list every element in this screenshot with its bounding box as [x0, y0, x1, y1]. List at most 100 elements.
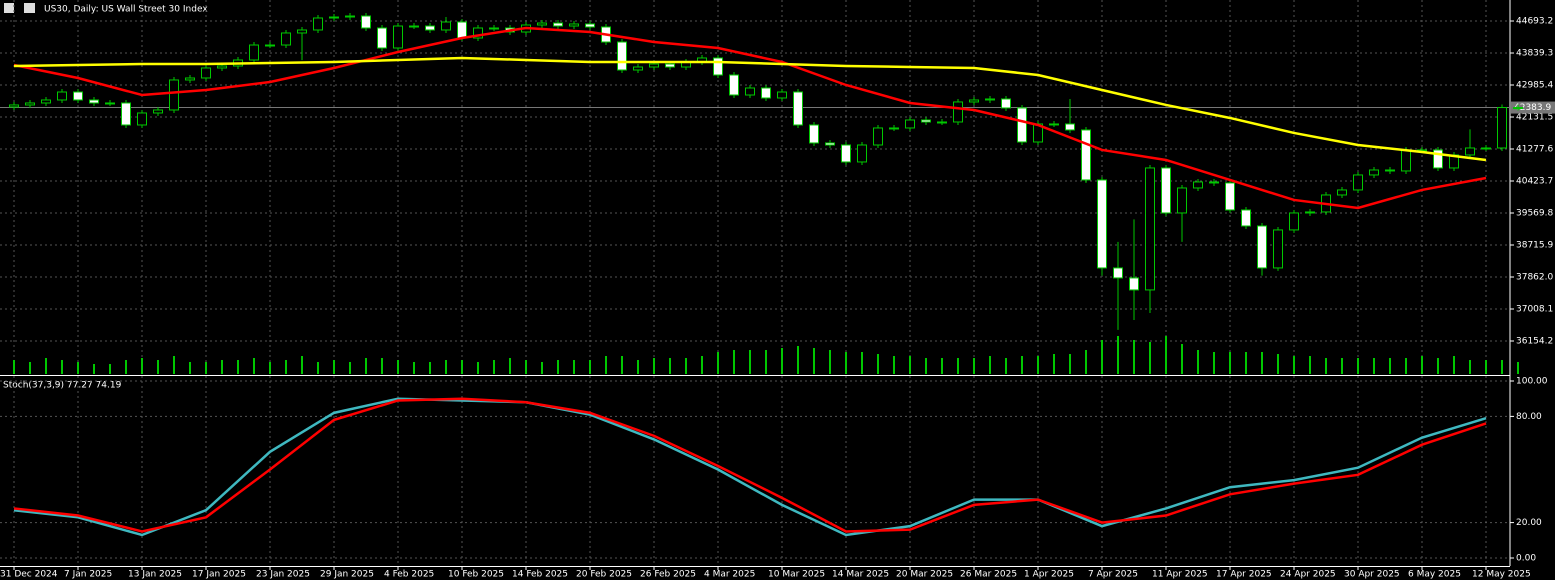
last-price-label: 42383.9 — [1514, 103, 1551, 113]
y-tick-label: 80.00 — [1516, 412, 1542, 422]
candle-body — [1241, 209, 1251, 227]
y-tick-label: 37862.0 — [1516, 273, 1553, 283]
candle-body — [745, 87, 755, 96]
candle-body — [1465, 147, 1475, 156]
candle-body — [937, 121, 947, 124]
candle-body — [1481, 147, 1491, 150]
candle-body — [1161, 167, 1171, 214]
candle-body — [153, 109, 163, 114]
x-tick-label: 11 Apr 2025 — [1152, 570, 1208, 580]
candle-body — [489, 27, 499, 30]
candle-body — [553, 22, 563, 27]
candle-body — [953, 101, 963, 123]
x-tick-label: 1 Apr 2025 — [1024, 570, 1074, 580]
candle-body — [1145, 167, 1155, 291]
candle-body — [793, 91, 803, 126]
x-tick-label: 30 Apr 2025 — [1344, 570, 1400, 580]
x-tick-label: 7 Jan 2025 — [64, 570, 112, 580]
candle-body — [393, 25, 403, 49]
candle-body — [1065, 123, 1075, 131]
x-tick-label: 20 Feb 2025 — [576, 570, 632, 580]
x-tick-label: 12 May 2025 — [1472, 570, 1531, 580]
candle-body — [1513, 107, 1523, 110]
y-tick-label: 36154.2 — [1516, 337, 1553, 347]
last-price-box — [1511, 101, 1555, 114]
candle-body — [281, 32, 291, 46]
candle-body — [457, 21, 467, 39]
candle-body — [1001, 98, 1011, 109]
moving-average — [13, 26, 1487, 210]
y-tick-label: 44693.2 — [1516, 17, 1553, 27]
candle-body — [297, 29, 307, 34]
candle-body — [1369, 169, 1379, 176]
candle-body — [761, 87, 771, 99]
y-tick-label: 40423.7 — [1516, 177, 1553, 187]
candle-body — [921, 119, 931, 123]
moving-average — [13, 56, 1487, 162]
candle-body — [201, 67, 211, 79]
candle-body — [1177, 187, 1187, 214]
x-tick-label: 10 Feb 2025 — [448, 570, 504, 580]
candle-body — [1385, 169, 1395, 172]
candle-body — [57, 91, 67, 101]
candle-body — [313, 17, 323, 31]
candle-body — [9, 104, 19, 108]
x-tick-label: 4 Mar 2025 — [704, 570, 755, 580]
candle-body — [1097, 179, 1107, 269]
candle-body — [1081, 129, 1091, 181]
candle-body — [649, 63, 659, 68]
candle-body — [1353, 174, 1363, 191]
candle-body — [105, 102, 115, 105]
candle-body — [857, 144, 867, 163]
window-icons — [4, 3, 35, 13]
x-tick-label: 29 Jan 2025 — [320, 570, 374, 580]
candle-body — [1225, 182, 1235, 211]
icon — [4, 3, 14, 13]
candle-body — [713, 57, 723, 76]
candle-body — [969, 99, 979, 103]
candle-body — [377, 27, 387, 49]
candle-body — [361, 15, 371, 29]
candle-body — [889, 127, 899, 130]
y-tick-label: 42985.4 — [1516, 81, 1553, 91]
candle-body — [89, 99, 99, 104]
candle-body — [537, 22, 547, 26]
x-tick-label: 20 Mar 2025 — [896, 570, 953, 580]
x-tick-label: 7 Apr 2025 — [1088, 570, 1138, 580]
candle-body — [809, 124, 819, 144]
x-tick-label: 4 Feb 2025 — [384, 570, 434, 580]
stochastic-line — [13, 397, 1487, 537]
candle-body — [1497, 107, 1507, 149]
x-tick-label: 14 Feb 2025 — [512, 570, 568, 580]
candle-body — [121, 102, 131, 126]
candle-body — [217, 65, 227, 69]
candle-body — [41, 99, 51, 104]
chart-title: US30, Daily: US Wall Street 30 Index — [44, 5, 208, 15]
candle-body — [617, 41, 627, 71]
candle-body — [1017, 107, 1027, 143]
candle-body — [825, 142, 835, 146]
x-tick-label: 31 Dec 2024 — [0, 570, 58, 580]
x-tick-label: 26 Mar 2025 — [960, 570, 1017, 580]
indicator-title: Stoch(37,3,9) 77.27 74.19 — [3, 381, 122, 391]
icon — [24, 3, 35, 13]
candle-body — [1209, 181, 1219, 184]
x-tick-label: 17 Apr 2025 — [1216, 570, 1272, 580]
candle-body — [585, 23, 595, 28]
y-tick-label: 37008.1 — [1516, 305, 1553, 315]
stochastic-line — [13, 397, 1487, 533]
x-tick-label: 14 Mar 2025 — [832, 570, 889, 580]
candle-body — [425, 25, 435, 31]
x-tick-label: 17 Jan 2025 — [192, 570, 246, 580]
candle-body — [1337, 189, 1347, 196]
candle-body — [905, 119, 915, 129]
candle-body — [633, 66, 643, 71]
y-tick-label: 42131.5 — [1516, 113, 1553, 123]
candle-body — [1193, 181, 1203, 189]
candle-body — [441, 21, 451, 31]
x-tick-label: 23 Jan 2025 — [256, 570, 310, 580]
candle-body — [473, 27, 483, 39]
x-tick-label: 26 Feb 2025 — [640, 570, 696, 580]
candle-body — [1305, 211, 1315, 214]
